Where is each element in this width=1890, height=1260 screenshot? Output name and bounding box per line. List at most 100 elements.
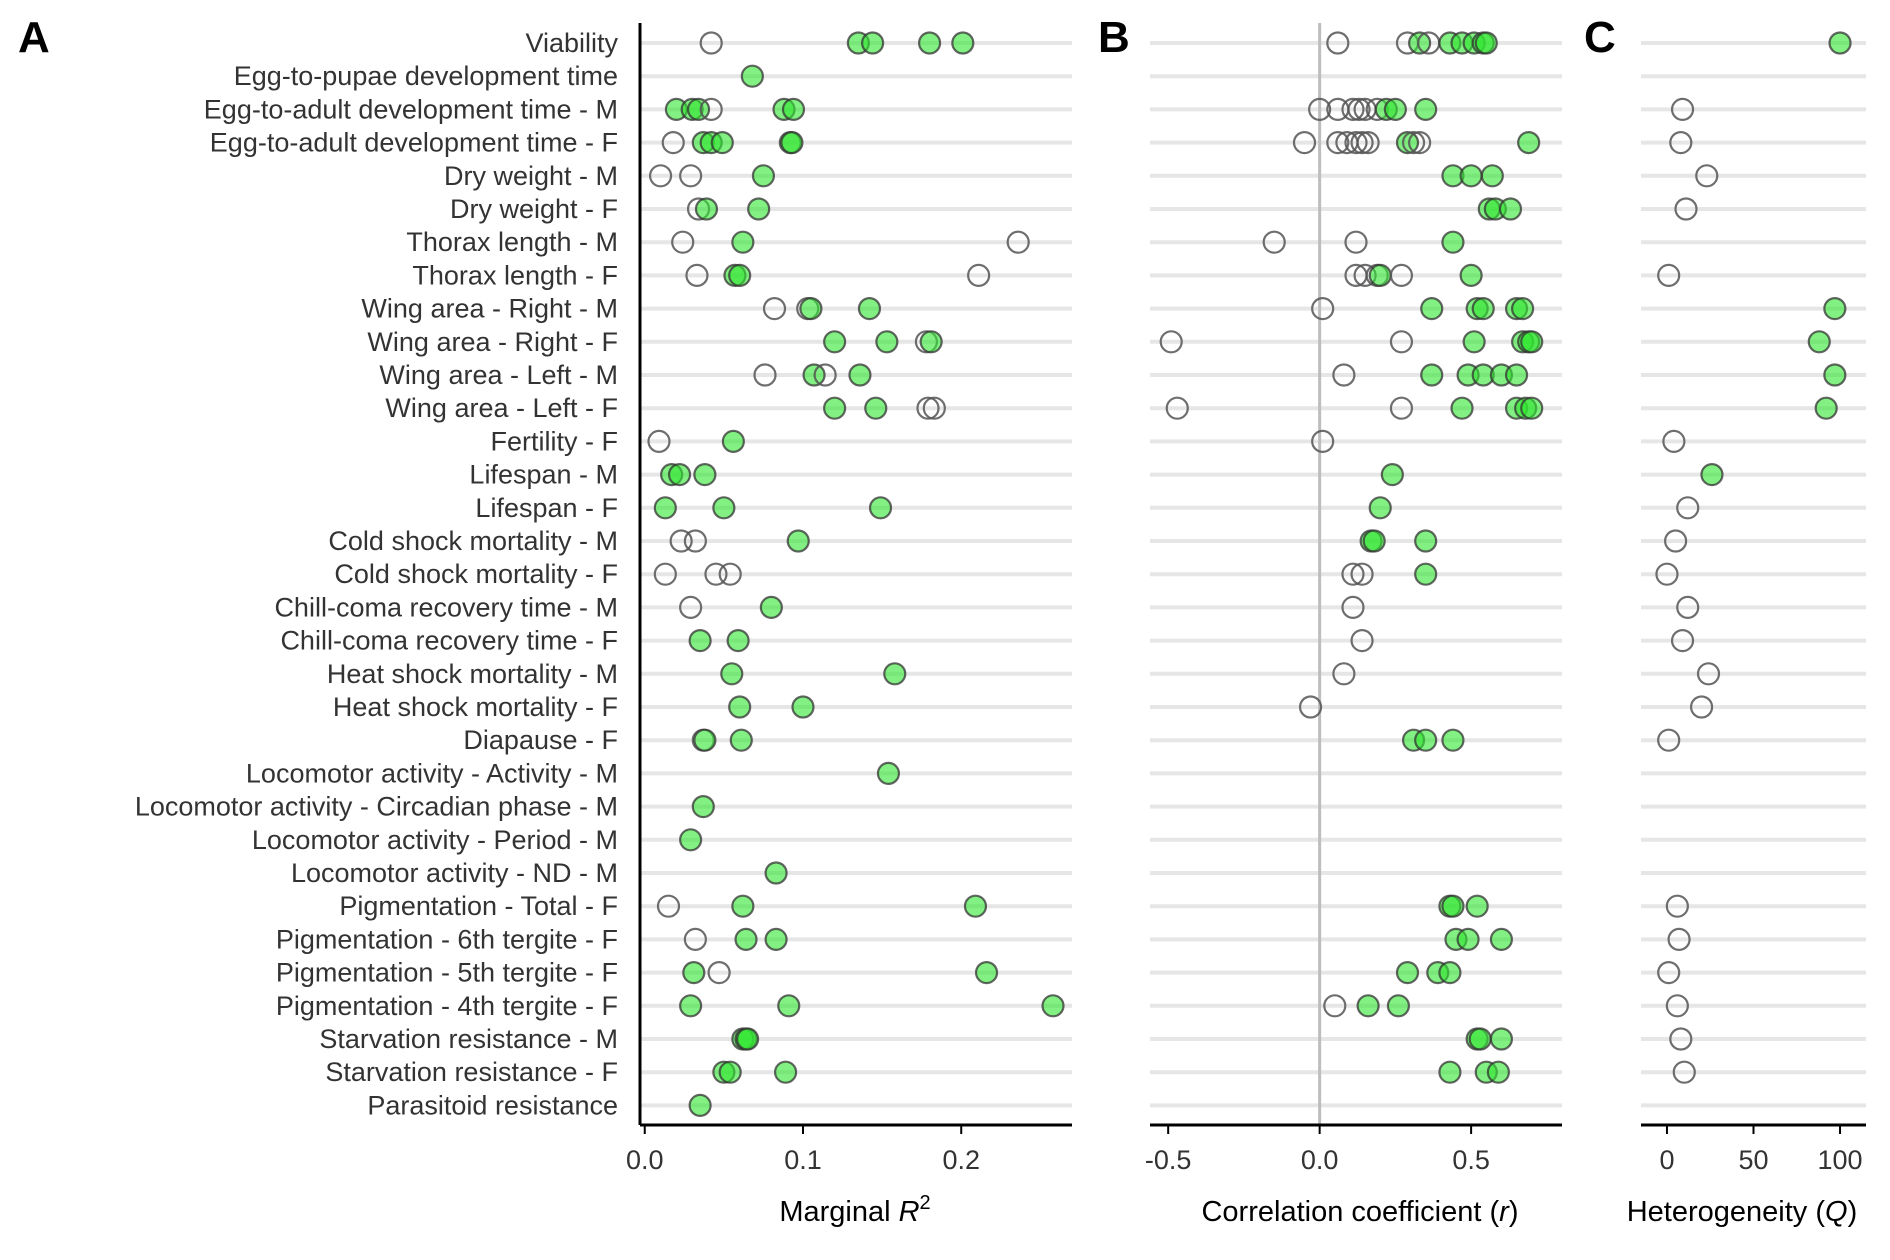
nonsignificant-point	[1389, 330, 1414, 354]
significant-point	[1368, 496, 1392, 520]
significant-point	[734, 927, 758, 952]
significant-point	[1438, 960, 1462, 985]
significant-point	[694, 197, 719, 221]
significant-point	[728, 263, 752, 287]
significant-point	[764, 927, 788, 952]
x-tick-label: 0.0	[1301, 1145, 1339, 1175]
nonsignificant-point	[1326, 131, 1350, 155]
significant-point	[1408, 31, 1432, 55]
trait-label: Locomotor activity - Period - M	[252, 825, 618, 855]
nonsignificant-point	[1670, 628, 1695, 653]
trait-label: Locomotor activity - ND - M	[291, 858, 618, 888]
significant-point	[691, 794, 715, 819]
significant-point	[1362, 529, 1386, 553]
trait-label: Dry weight - M	[444, 161, 618, 191]
panel-a: A 0.0 0.1 0.2 Marginal R2	[18, 13, 1072, 1228]
x-tick-label: 100	[1818, 1145, 1863, 1175]
nonsignificant-point	[699, 97, 723, 122]
nonsignificant-point	[671, 230, 695, 254]
significant-point	[1386, 994, 1411, 1018]
significant-point	[1414, 529, 1438, 553]
nonsignificant-point	[813, 363, 837, 387]
nonsignificant-point	[967, 263, 991, 287]
significant-point	[1456, 927, 1480, 952]
significant-point	[781, 97, 806, 122]
significant-point	[679, 994, 703, 1018]
significant-point	[688, 1093, 712, 1118]
significant-point	[951, 31, 975, 55]
significant-point	[1474, 31, 1498, 55]
significant-point	[693, 463, 717, 487]
trait-label: Wing area - Left - M	[379, 360, 618, 390]
significant-point	[1420, 363, 1444, 387]
panel-a-axes: 0.0 0.1 0.2	[626, 23, 1072, 1175]
significant-point	[1459, 164, 1483, 188]
panel-b-points	[1159, 31, 1544, 1084]
x-tick-label: 0.1	[784, 1145, 822, 1175]
significant-point	[799, 297, 823, 321]
nonsignificant-point	[1350, 131, 1374, 155]
nonsignificant-point	[1389, 396, 1414, 420]
panel-a-xlabel: Marginal R2	[779, 1192, 930, 1228]
panel-b-axes: -0.5 0.0 0.5	[1145, 1123, 1562, 1175]
trait-label: Wing area - Left - F	[385, 393, 618, 423]
x-tick-label: 0.2	[942, 1145, 980, 1175]
nonsignificant-point	[1670, 97, 1695, 122]
significant-point	[764, 861, 788, 885]
panel-b-gridlines	[1150, 41, 1562, 1108]
significant-point	[791, 695, 815, 719]
nonsignificant-point	[1408, 131, 1432, 155]
nonsignificant-point	[1665, 894, 1689, 918]
significant-point	[875, 330, 899, 354]
nonsignificant-point	[683, 529, 707, 553]
significant-point	[857, 297, 882, 321]
significant-point	[679, 828, 703, 852]
trait-label: Egg-to-pupae development time	[234, 61, 618, 91]
significant-point	[1041, 994, 1065, 1018]
significant-point	[780, 131, 804, 155]
nonsignificant-point	[1696, 662, 1721, 686]
trait-label: Heat shock mortality - F	[333, 692, 618, 722]
significant-point	[718, 1060, 742, 1084]
trait-label: Egg-to-adult development time - M	[204, 94, 618, 124]
significant-point	[963, 894, 988, 918]
panel-c-points	[1655, 31, 1852, 1084]
nonsignificant-point	[1347, 97, 1371, 122]
significant-point	[747, 197, 771, 221]
significant-point	[1814, 396, 1838, 420]
trait-label: Lifespan - M	[469, 460, 618, 490]
nonsignificant-point	[1350, 628, 1374, 653]
nonsignificant-point	[683, 927, 707, 952]
x-tick-label: -0.5	[1145, 1145, 1192, 1175]
nonsignificant-point	[1672, 1060, 1696, 1084]
significant-point	[693, 728, 717, 752]
significant-point	[667, 463, 692, 487]
significant-point	[1438, 1060, 1462, 1084]
significant-point	[864, 396, 888, 420]
nonsignificant-point	[1262, 230, 1286, 254]
nonsignificant-point	[1676, 496, 1700, 520]
trait-label: Cold shock mortality - F	[334, 559, 618, 589]
significant-point	[883, 662, 907, 686]
significant-point	[1520, 330, 1544, 354]
nonsignificant-point	[1326, 31, 1350, 55]
trait-label: Starvation resistance - F	[325, 1057, 618, 1087]
significant-point	[729, 728, 753, 752]
significant-point	[868, 496, 893, 520]
significant-point	[1380, 463, 1404, 487]
nonsignificant-point	[1344, 131, 1368, 155]
nonsignificant-point	[679, 164, 703, 188]
panel-c-gridlines	[1641, 41, 1866, 1108]
significant-point	[1807, 330, 1831, 354]
nonsignificant-point	[648, 164, 673, 188]
nonsignificant-point	[1311, 429, 1335, 453]
x-tick-label: 0.5	[1452, 1145, 1490, 1175]
significant-point	[1520, 396, 1544, 420]
panel-c-xlabel: Heterogeneity (Q)	[1627, 1196, 1858, 1228]
significant-point	[1700, 463, 1724, 487]
significant-point	[1489, 927, 1514, 952]
nonsignificant-point	[707, 960, 731, 985]
panel-a-letter: A	[18, 13, 50, 62]
x-tick-label: 50	[1738, 1145, 1768, 1175]
significant-point	[1823, 297, 1847, 321]
